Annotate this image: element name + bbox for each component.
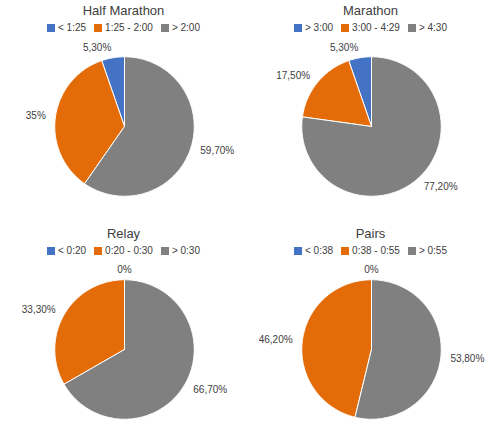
svg-text:77,20%: 77,20% [423,181,457,192]
svg-text:0%: 0% [117,264,132,275]
html-text:1:25 - 2:00: 1:25 - 2:00 [105,22,153,33]
svg-text:53,80%: 53,80% [450,353,484,364]
html-text:> 0:30: > 0:30 [171,245,200,256]
html-text:< 0:38: < 0:38 [305,245,334,256]
svg-text:66,70%: 66,70% [193,384,227,395]
html-text:Pairs: Pairs [355,226,386,241]
html-text:> 2:00: > 2:00 [171,22,200,33]
html-text:0:38 - 0:55: 0:38 - 0:55 [352,245,400,256]
html-text:< 1:25: < 1:25 [58,22,87,33]
svg-text:33,30%: 33,30% [21,304,55,315]
html-text:> 3:00: > 3:00 [305,22,334,33]
html-text:> 4:30: > 4:30 [418,22,447,33]
html-text:> 0:55: > 0:55 [418,245,447,256]
svg-text:5,30%: 5,30% [329,42,357,53]
svg-text:35%: 35% [25,110,45,121]
html-text:0:20 - 0:30: 0:20 - 0:30 [105,245,153,256]
svg-text:17,50%: 17,50% [276,70,310,81]
html-text:3:00 - 4:29: 3:00 - 4:29 [352,22,400,33]
svg-text:46,20%: 46,20% [258,334,292,345]
html-text:Relay: Relay [106,226,141,241]
svg-text:0%: 0% [364,264,379,275]
svg-text:5,30%: 5,30% [82,42,110,53]
html-text:Half Marathon: Half Marathon [82,3,165,18]
html-text:< 0:20: < 0:20 [58,245,87,256]
html-text:Marathon: Marathon [343,3,398,18]
svg-text:59,70%: 59,70% [200,145,234,156]
